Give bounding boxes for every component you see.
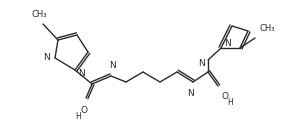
- Text: H: H: [75, 112, 81, 121]
- Text: N: N: [198, 59, 205, 68]
- Text: O: O: [222, 92, 229, 101]
- Text: N: N: [188, 89, 194, 98]
- Text: CH₃: CH₃: [31, 10, 47, 19]
- Text: CH₃: CH₃: [259, 24, 275, 33]
- Text: N: N: [78, 70, 85, 79]
- Text: O: O: [81, 106, 88, 115]
- Text: N: N: [43, 53, 50, 62]
- Text: N: N: [110, 61, 116, 70]
- Text: N: N: [224, 40, 231, 49]
- Text: H: H: [227, 98, 233, 107]
